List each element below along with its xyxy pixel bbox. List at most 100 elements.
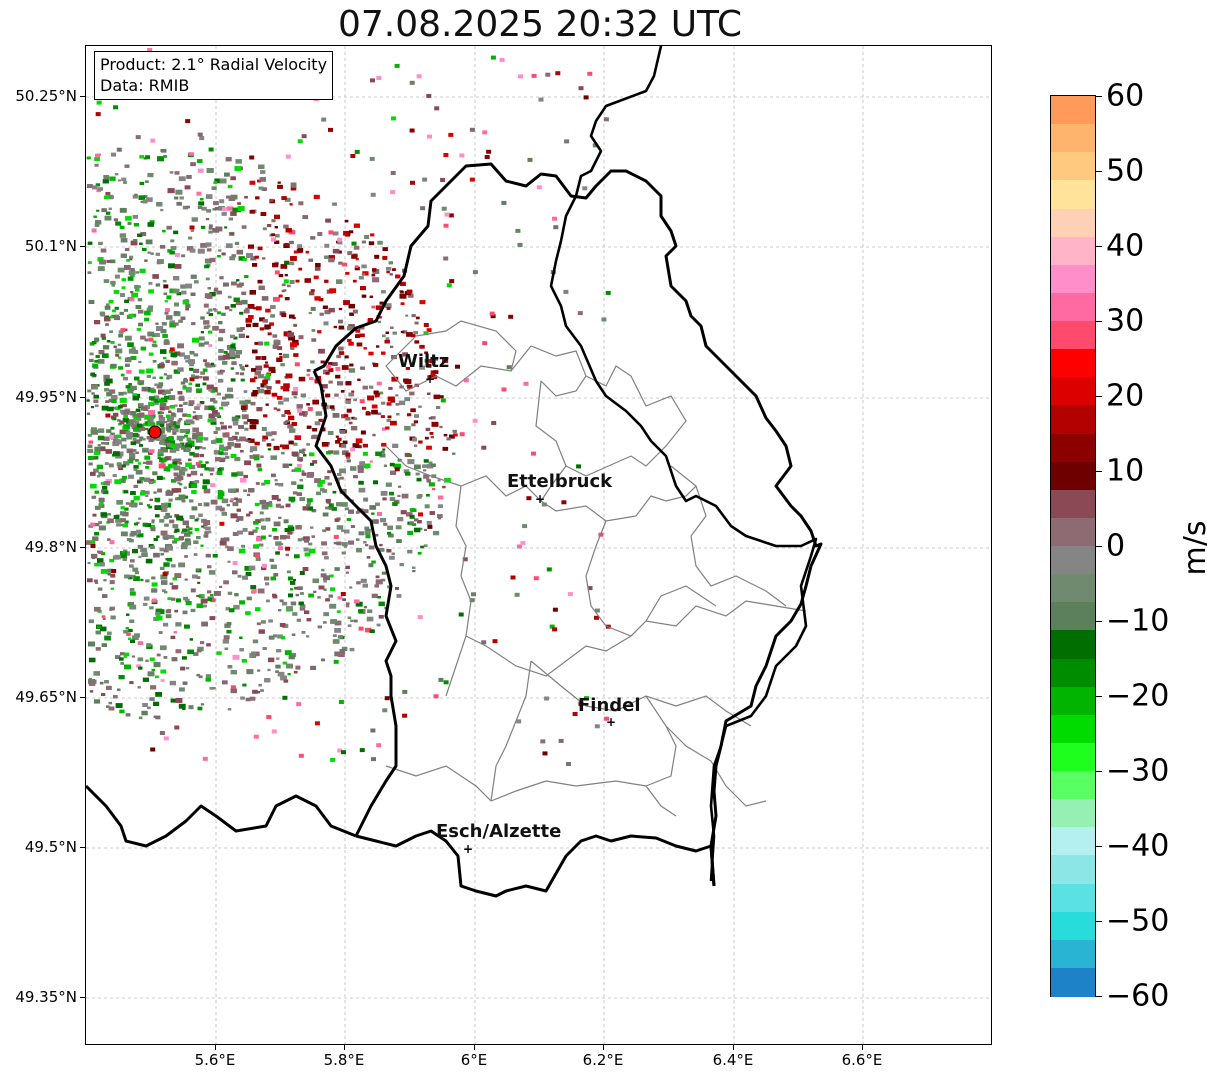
- radar-echo-pixel: [271, 438, 275, 441]
- radar-echo-pixel: [453, 433, 458, 437]
- radar-echo-pixel: [272, 262, 279, 268]
- radar-echo-pixel: [296, 492, 302, 496]
- radar-echo-pixel: [245, 307, 249, 311]
- radar-echo-pixel: [208, 344, 213, 347]
- radar-echo-pixel: [93, 671, 100, 676]
- radar-echo-pixel: [381, 401, 386, 405]
- radar-echo-pixel: [155, 715, 161, 720]
- radar-echo-pixel: [210, 389, 215, 393]
- radar-echo-pixel: [205, 503, 210, 507]
- radar-echo-pixel: [144, 310, 151, 316]
- radar-echo-pixel: [325, 498, 331, 503]
- radar-echo-pixel: [308, 542, 313, 546]
- radar-echo-pixel: [298, 459, 303, 462]
- radar-echo-pixel: [99, 259, 106, 265]
- radar-echo-pixel: [280, 675, 287, 681]
- radar-echo-pixel: [202, 756, 208, 761]
- radar-echo-pixel: [120, 531, 128, 537]
- radar-echo-pixel: [195, 437, 203, 443]
- radar-echo-pixel: [102, 617, 106, 620]
- radar-echo-pixel: [122, 557, 127, 561]
- radar-echo-pixel: [326, 451, 331, 455]
- radar-echo-pixel: [105, 400, 110, 404]
- radar-echo-pixel: [120, 662, 124, 665]
- radar-map[interactable]: + + + + Wiltz Ettelbruck Findel Esch/Alzett…: [85, 45, 992, 1045]
- radar-echo-pixel: [399, 385, 404, 389]
- radar-echo-pixel: [161, 149, 167, 153]
- radar-echo-pixel: [204, 341, 209, 345]
- radar-echo-pixel: [290, 429, 294, 432]
- radar-echo-pixel: [94, 359, 99, 363]
- radar-echo-pixel: [195, 383, 201, 387]
- radar-echo-pixel: [221, 446, 229, 452]
- radar-echo-pixel: [409, 80, 415, 85]
- radar-echo-pixel: [297, 456, 304, 462]
- radar-echo-pixel: [249, 180, 256, 185]
- colorbar-tick-label: 50: [1106, 153, 1145, 189]
- radar-echo-pixel: [250, 401, 256, 406]
- radar-echo-pixel: [119, 652, 125, 656]
- radar-echo-pixel: [163, 466, 171, 471]
- radar-echo-pixel: [143, 477, 150, 482]
- radar-echo-pixel: [328, 307, 335, 313]
- radar-echo-pixel: [303, 547, 309, 552]
- radar-echo-pixel: [180, 531, 184, 534]
- radar-echo-pixel: [204, 362, 210, 367]
- radar-echo-pixel: [413, 331, 418, 335]
- radar-echo-pixel: [101, 208, 107, 213]
- radar-echo-pixel: [115, 314, 120, 318]
- radar-echo-pixel: [333, 541, 338, 545]
- radar-echo-pixel: [240, 327, 245, 331]
- radar-echo-pixel: [302, 448, 306, 451]
- radar-echo-pixel: [538, 97, 544, 102]
- radar-echo-pixel: [578, 701, 584, 706]
- radar-echo-pixel: [169, 448, 177, 453]
- radar-echo-pixel: [254, 456, 260, 461]
- radar-echo-pixel: [517, 242, 523, 247]
- radar-echo-pixel: [567, 592, 573, 597]
- radar-echo-pixel: [87, 448, 94, 453]
- radar-echo-pixel: [170, 635, 176, 640]
- radar-echo-pixel: [144, 414, 152, 420]
- radar-echo-pixel: [344, 414, 349, 418]
- radar-echo-pixel: [188, 359, 195, 364]
- radar-echo-pixel: [106, 259, 111, 263]
- radar-echo-pixel: [274, 240, 280, 244]
- radar-echo-pixel: [106, 429, 112, 433]
- radar-echo-pixel: [337, 472, 342, 476]
- radar-echo-pixel: [429, 432, 434, 435]
- radar-echo-pixel: [176, 421, 181, 425]
- radar-echo-pixel: [214, 309, 218, 312]
- radar-echo-pixel: [164, 456, 170, 461]
- radar-echo-pixel: [90, 429, 98, 435]
- radar-echo-pixel: [110, 363, 117, 369]
- radar-echo-pixel: [296, 702, 302, 707]
- radar-echo-pixel: [87, 578, 93, 583]
- radar-echo-pixel: [174, 253, 180, 257]
- radar-echo-pixel: [196, 390, 201, 394]
- radar-echo-pixel: [339, 649, 345, 653]
- radar-echo-pixel: [108, 300, 114, 304]
- lon-label: 6.4°E: [712, 1051, 754, 1069]
- city-label-wiltz: Wiltz: [398, 351, 450, 372]
- radar-echo-pixel: [200, 331, 204, 334]
- radar-echo-pixel: [212, 325, 219, 331]
- radar-echo-pixel: [330, 757, 336, 762]
- radar-echo-pixel: [252, 390, 259, 395]
- radar-echo-pixel: [247, 438, 251, 441]
- radar-echo-pixel: [332, 490, 337, 494]
- radar-echo-pixel: [138, 716, 143, 720]
- radar-echo-pixel: [287, 526, 295, 532]
- radar-echo-pixel: [158, 415, 164, 419]
- radar-echo-pixel: [471, 592, 476, 597]
- radar-echo-pixel: [341, 551, 346, 555]
- radar-echo-pixel: [392, 268, 396, 271]
- radar-echo-pixel: [302, 567, 309, 571]
- radar-echo-pixel: [163, 562, 170, 567]
- radar-echo-pixel: [135, 416, 142, 421]
- radar-echo-pixel: [411, 508, 417, 512]
- radar-echo-pixel: [132, 438, 137, 441]
- radar-echo-pixel: [231, 281, 237, 286]
- radar-echo-pixel: [346, 408, 352, 413]
- radar-echo-pixel: [292, 491, 298, 495]
